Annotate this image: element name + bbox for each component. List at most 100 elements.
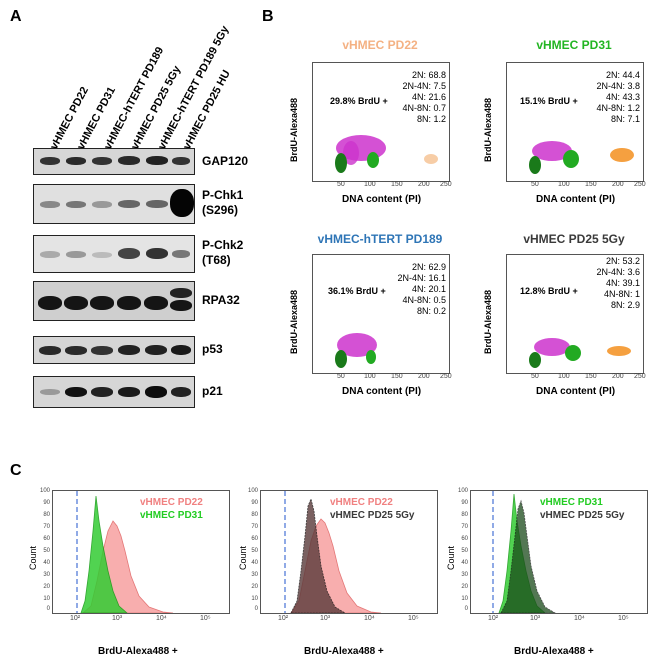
legend-entry: vHMEC PD25 5Gy <box>540 510 625 521</box>
g1-cluster <box>335 153 347 173</box>
flow-plot-4 <box>506 254 644 374</box>
x-tick: 10⁵ <box>408 615 419 622</box>
band <box>40 157 60 165</box>
blot-label-p-chk1: P-Chk1 (S296) <box>202 188 243 218</box>
y-tick: 70 <box>251 524 258 530</box>
band <box>145 386 167 398</box>
band <box>145 345 167 355</box>
x-tick: 10² <box>278 615 289 622</box>
flow-scatter <box>335 333 377 368</box>
histogram-overlay <box>284 491 382 613</box>
x-tick: 100 <box>364 373 376 380</box>
band <box>91 387 113 397</box>
y-tick: 100 <box>247 488 258 494</box>
x-tick: 10⁴ <box>574 615 585 622</box>
flow-scatter <box>529 141 634 174</box>
band <box>172 157 190 165</box>
y-tick: 30 <box>43 572 50 578</box>
polyploid-cluster <box>610 148 634 162</box>
band <box>144 296 168 310</box>
y-tick: 10 <box>43 596 50 602</box>
panel-c-letter: C <box>10 462 22 479</box>
blot-label-line: p21 <box>202 384 223 398</box>
band <box>65 346 87 355</box>
polyploid-cluster <box>424 154 438 164</box>
flow-y-axis-label: BrdU-Alexa488 <box>289 97 299 162</box>
ploidy-line: 4N: 43.3 <box>605 92 640 102</box>
ploidy-line: 4N-8N: 0.7 <box>402 103 446 113</box>
x-tick: 250 <box>440 181 452 188</box>
brdu-percent: 15.1% BrdU + <box>520 96 578 106</box>
y-tick: 0 <box>46 606 50 612</box>
ploidy-stats: 2N: 68.8 2N-4N: 7.5 4N: 21.6 4N-8N: 0.7 … <box>398 70 446 125</box>
x-tick: 150 <box>585 181 597 188</box>
x-tick: 250 <box>634 373 646 380</box>
brdu-positive-cloud <box>534 338 570 356</box>
x-tick: 200 <box>418 181 430 188</box>
hist-pd31 <box>80 495 128 613</box>
y-tick: 90 <box>43 500 50 506</box>
x-tick: 250 <box>634 181 646 188</box>
flow-y-axis-label: BrdU-Alexa488 <box>289 289 299 354</box>
blot-label-gap120: GAP120 <box>202 154 248 169</box>
legend-entry: vHMEC PD31 <box>140 510 203 521</box>
lane-label: vHMEC PD25 HU <box>181 68 233 152</box>
x-tick: 50 <box>531 373 539 380</box>
band <box>146 248 168 259</box>
histogram-legend: vHMEC PD22 vHMEC PD25 5Gy <box>330 496 414 522</box>
x-tick: 200 <box>612 373 624 380</box>
legend-entry: vHMEC PD25 5Gy <box>330 510 415 521</box>
blot-label-line: GAP120 <box>202 154 249 168</box>
x-tick: 50 <box>337 373 345 380</box>
flow-plot-title: vHMEC PD25 5Gy <box>523 232 625 246</box>
blot-label-line: (S296) <box>202 203 239 217</box>
blot-rpa32 <box>33 281 195 321</box>
brdu-positive-cloud <box>343 141 359 165</box>
band <box>170 300 192 311</box>
brdu-positive-cloud <box>337 333 377 357</box>
g2-cluster <box>366 350 376 364</box>
blot-label-p21: p21 <box>202 384 223 399</box>
y-tick: 0 <box>254 606 258 612</box>
band <box>40 251 60 258</box>
y-tick: 40 <box>251 560 258 566</box>
band <box>146 156 168 165</box>
brdu-percent: 36.1% BrdU + <box>328 286 386 296</box>
y-tick: 50 <box>43 548 50 554</box>
flow-plot-title: vHMEC PD31 <box>536 38 612 52</box>
band <box>117 296 141 310</box>
ploidy-line: 8N: 2.9 <box>610 300 640 310</box>
band <box>66 201 86 208</box>
band <box>66 251 86 258</box>
band <box>64 296 88 310</box>
ploidy-stats: 2N: 62.9 2N-4N: 16.1 4N: 20.1 4N-8N: 0.5… <box>396 262 446 317</box>
y-tick: 60 <box>251 536 258 542</box>
panel-a-letter: A <box>10 8 22 25</box>
x-tick: 10⁵ <box>618 615 629 622</box>
x-tick: 10⁵ <box>200 615 211 622</box>
polyploid-cluster <box>607 346 631 356</box>
band <box>171 387 191 397</box>
band <box>118 387 140 397</box>
x-tick: 10³ <box>320 615 331 622</box>
hist-pd25-5gy <box>290 497 346 613</box>
brdu-percent: 12.8% BrdU + <box>520 286 578 296</box>
histogram-overlay <box>492 491 556 613</box>
g1-cluster <box>335 350 347 368</box>
flow-plot-title: vHMEC-hTERT PD189 <box>317 232 443 246</box>
band <box>146 200 168 208</box>
band <box>118 200 140 208</box>
x-tick: 100 <box>364 181 376 188</box>
band <box>39 346 61 355</box>
band <box>170 288 192 298</box>
flow-y-axis-label: BrdU-Alexa488 <box>483 97 493 162</box>
blot-label-line: P-Chk2 <box>202 238 244 252</box>
g2-cluster <box>367 152 379 168</box>
flow-x-axis-label: DNA content (PI) <box>342 386 422 397</box>
x-tick: 10⁴ <box>156 615 167 622</box>
y-tick: 20 <box>461 584 468 590</box>
ploidy-stats: 2N: 53.2 2N-4N: 3.6 4N: 39.1 4N-8N: 1 8N… <box>590 256 640 311</box>
y-tick: 0 <box>464 606 468 612</box>
ploidy-line: 8N: 7.1 <box>610 114 640 124</box>
histogram-1 <box>52 490 230 614</box>
